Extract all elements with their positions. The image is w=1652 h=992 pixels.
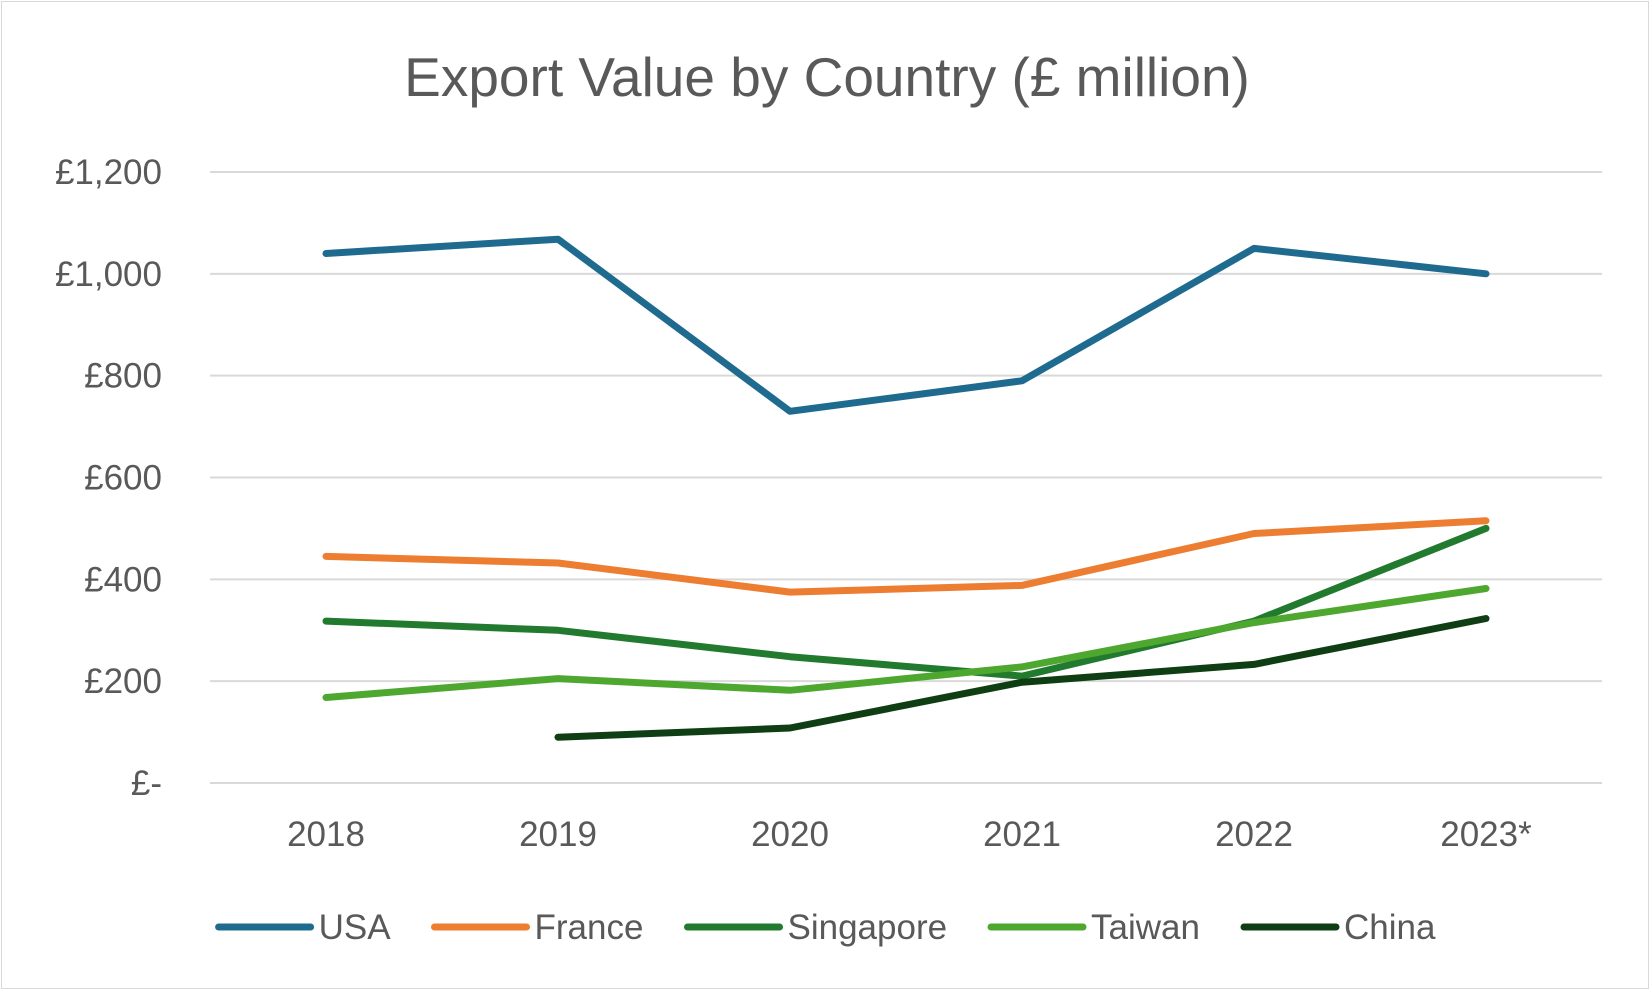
legend-item-singapore: Singapore	[684, 908, 948, 947]
legend-label: France	[535, 908, 644, 947]
legend-item-france: France	[431, 908, 644, 947]
gridlines	[210, 171, 1602, 784]
y-axis-tick-labels: £- £200 £400 £600 £800 £1,000 £1,200	[55, 153, 162, 803]
y-tick-label: £600	[84, 459, 162, 498]
x-tick-label: 2021	[983, 815, 1061, 854]
legend-item-usa: USA	[215, 908, 392, 947]
y-tick-label: £-	[131, 764, 162, 803]
series-line-china	[554, 615, 1490, 741]
legend: USA France Singapore Taiwan China	[215, 908, 1436, 947]
legend-label: USA	[319, 908, 392, 947]
chart-title: Export Value by Country (£ million)	[404, 46, 1250, 108]
x-tick-label: 2022	[1215, 815, 1293, 854]
y-tick-label: £1,000	[55, 255, 162, 294]
y-tick-label: £200	[84, 662, 162, 701]
legend-label: China	[1344, 908, 1436, 947]
x-axis-tick-labels: 2018 2019 2020 2021 2022 2023*	[287, 815, 1532, 854]
legend-label: Singapore	[788, 908, 948, 947]
y-tick-label: £400	[84, 560, 162, 599]
y-tick-label: £1,200	[55, 153, 162, 192]
series-lines	[322, 235, 1490, 741]
legend-label: Taiwan	[1091, 908, 1200, 947]
x-tick-label: 2023*	[1440, 815, 1532, 854]
series-line-singapore	[322, 524, 1490, 680]
x-tick-label: 2019	[519, 815, 597, 854]
legend-item-taiwan: Taiwan	[987, 908, 1200, 947]
series-line-taiwan	[322, 585, 1490, 701]
series-line-france	[322, 517, 1490, 596]
y-tick-label: £800	[84, 357, 162, 396]
x-tick-label: 2020	[751, 815, 829, 854]
series-line-usa	[322, 235, 1490, 415]
legend-item-china: China	[1240, 908, 1436, 947]
x-tick-label: 2018	[287, 815, 365, 854]
